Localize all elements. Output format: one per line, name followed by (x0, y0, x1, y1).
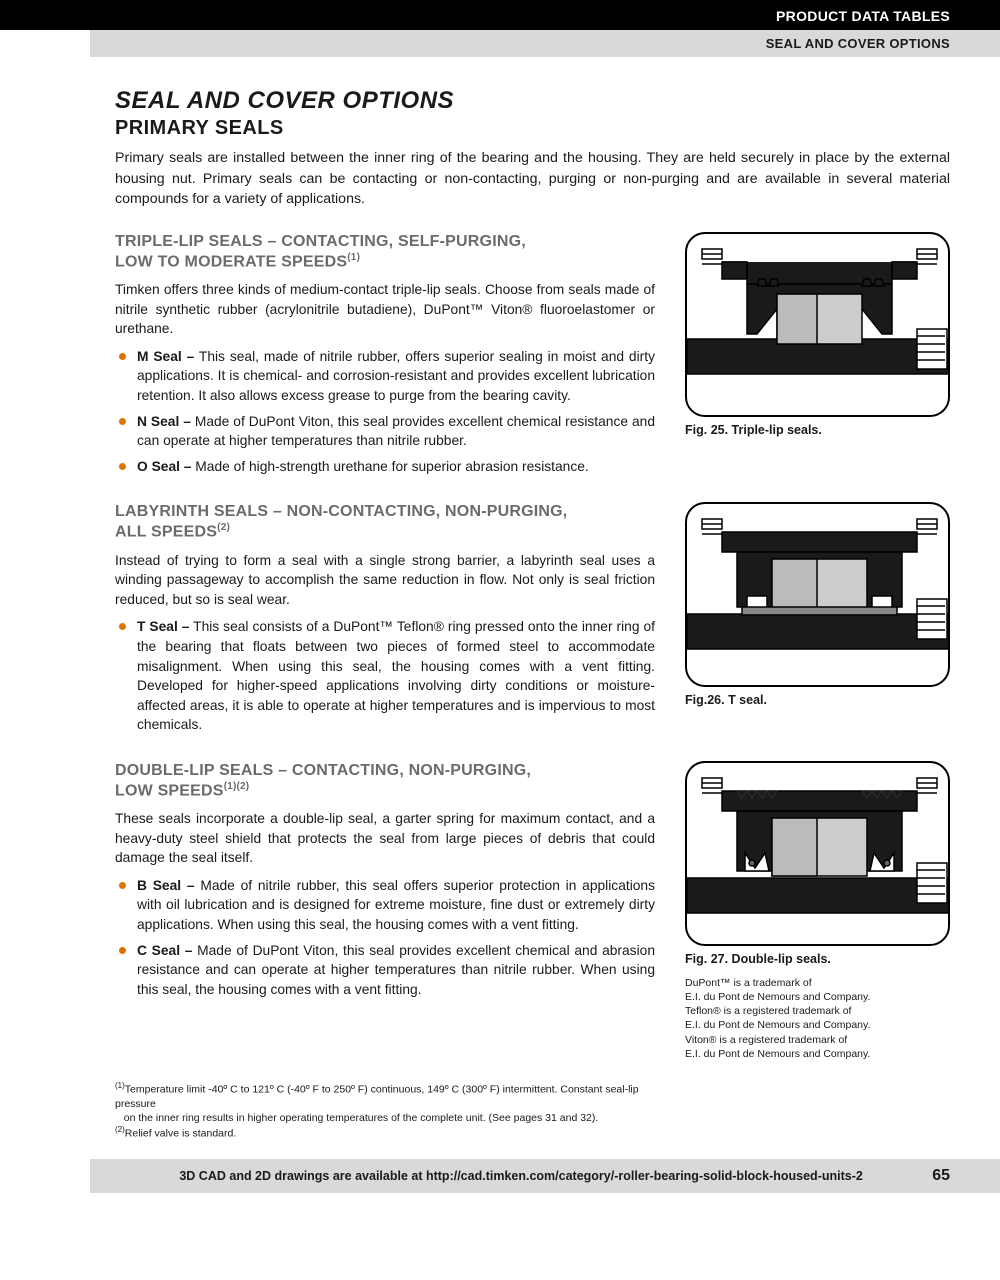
section-para: Timken offers three kinds of medium-cont… (115, 280, 655, 339)
page-subtitle: PRIMARY SEALS (115, 117, 950, 140)
figure-caption: Fig. 25. Triple-lip seals. (685, 423, 950, 437)
footnotes: (1)Temperature limit -40º C to 121º C (-… (115, 1081, 655, 1141)
seal-list: M Seal – This seal, made of nitrile rubb… (119, 347, 655, 476)
header-gray: SEAL AND COVER OPTIONS (90, 30, 1000, 57)
trademark-notice: DuPont™ is a trademark of E.I. du Pont d… (685, 976, 950, 1061)
figure-caption: Fig. 27. Double-lip seals. (685, 952, 950, 966)
section-para: Instead of trying to form a seal with a … (115, 551, 655, 610)
intro-text: Primary seals are installed between the … (115, 148, 950, 210)
page-title: SEAL AND COVER OPTIONS (115, 87, 950, 115)
footer-bar: 3D CAD and 2D drawings are available at … (90, 1159, 1000, 1193)
header-black: PRODUCT DATA TABLES (0, 0, 1000, 30)
page-number: 65 (932, 1167, 950, 1185)
section-title: DOUBLE-LIP SEALS – CONTACTING, NON-PURGI… (115, 761, 655, 801)
figure-27 (685, 761, 950, 946)
seal-list: B Seal – Made of nitrile rubber, this se… (119, 876, 655, 999)
figure-26 (685, 502, 950, 687)
figure-25 (685, 232, 950, 417)
section-title: TRIPLE-LIP SEALS – CONTACTING, SELF-PURG… (115, 232, 655, 272)
seal-list: T Seal – This seal consists of a DuPont™… (119, 617, 655, 734)
section-title: LABYRINTH SEALS – NON-CONTACTING, NON-PU… (115, 502, 655, 542)
footer-text: 3D CAD and 2D drawings are available at … (110, 1169, 932, 1183)
section-para: These seals incorporate a double-lip sea… (115, 809, 655, 868)
figure-caption: Fig.26. T seal. (685, 693, 950, 707)
